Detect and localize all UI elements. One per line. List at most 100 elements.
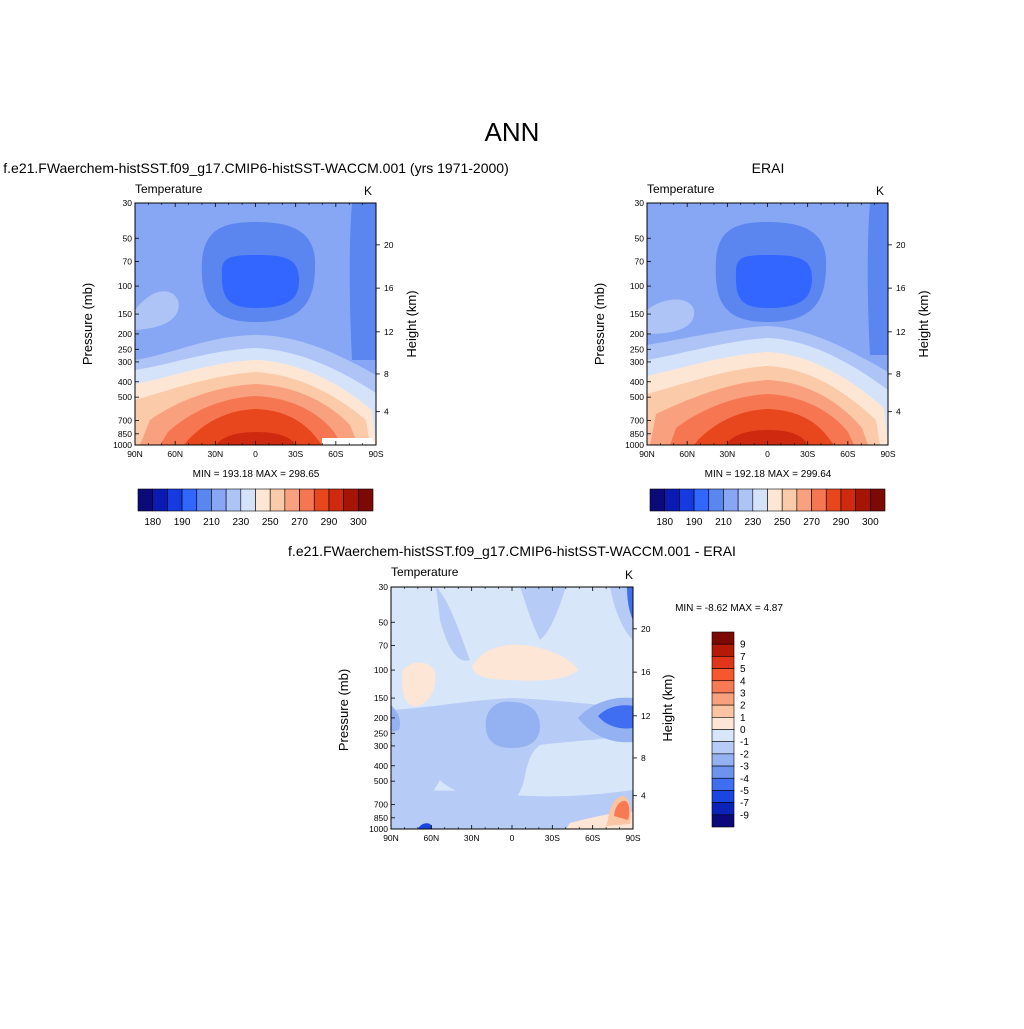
panel-model-y-right-label: Height (km) xyxy=(404,290,419,357)
colorbar-swatch xyxy=(711,814,735,828)
colorbar-label: -9 xyxy=(740,810,749,821)
p1-htick-label: 4 xyxy=(384,407,389,417)
colorbar-swatch xyxy=(299,488,315,512)
p2-ytick-label: 250 xyxy=(630,344,644,354)
colorbar-swatch xyxy=(693,488,710,512)
p3-ytick-label: 1000 xyxy=(369,824,388,834)
p2-htick-label: 12 xyxy=(896,327,906,337)
colorbar-label: 4 xyxy=(740,676,746,687)
colorbar-label: -7 xyxy=(740,798,749,809)
p1-ytick-label: 150 xyxy=(118,309,132,319)
colorbar-label: 190 xyxy=(686,517,703,528)
page-title: ANN xyxy=(485,117,540,147)
colorbar-swatch xyxy=(711,790,735,803)
panel-diff-contour-p1-center xyxy=(472,644,578,681)
p1-xtick-label: 0 xyxy=(253,449,258,459)
p1-ytick-label: 100 xyxy=(118,281,132,291)
p1-ytick-label: 400 xyxy=(118,377,132,387)
p3-ytick-label: 850 xyxy=(374,813,388,823)
p1-ytick-label: 850 xyxy=(118,429,132,439)
p1-xtick-label: 90S xyxy=(368,449,383,459)
colorbar-label: 7 xyxy=(740,652,746,663)
panel-model-contour-cold-inner xyxy=(221,255,300,308)
panel-diff-contour-p1-left xyxy=(402,662,436,707)
panel-model-colorbar: 180 190 210 230 250 270 290 300 xyxy=(137,488,374,528)
p1-xtick-label: 30S xyxy=(288,449,303,459)
panel-diff-variable-label: Temperature xyxy=(391,565,459,579)
colorbar-swatch xyxy=(811,488,827,512)
panel-diff-contour-m1-topcenter xyxy=(520,587,566,640)
p2-xtick-label: 60S xyxy=(840,449,855,459)
panel-diff-contour-m1-upperleft xyxy=(436,587,470,661)
p2-htick-label: 8 xyxy=(896,369,901,379)
colorbar-label: -5 xyxy=(740,786,749,797)
p1-ytick-label: 30 xyxy=(123,198,133,208)
panel-diff-contour-m3-right xyxy=(598,705,633,729)
p2-htick-label: 4 xyxy=(896,407,901,417)
p2-xtick-label: 0 xyxy=(765,449,770,459)
p2-ytick-label: 500 xyxy=(630,392,644,402)
p1-xtick-label: 60S xyxy=(328,449,343,459)
colorbar-swatch xyxy=(711,692,735,706)
panel-diff-contour-p3-antarctic xyxy=(614,800,630,820)
p2-htick-label: 16 xyxy=(896,283,906,293)
panel-diff-y-left-label: Pressure (mb) xyxy=(336,669,351,751)
colorbar-label: 0 xyxy=(740,725,746,736)
panel-obs-contour-cold-inner xyxy=(735,255,812,308)
colorbar-swatch xyxy=(240,488,256,512)
colorbar-label: -3 xyxy=(740,762,749,773)
p3-xtick-label: 60S xyxy=(585,833,600,843)
panel-obs-contour-polar-left xyxy=(647,299,695,334)
colorbar-label: 230 xyxy=(232,517,249,528)
p1-ytick-label: 1000 xyxy=(113,440,132,450)
p2-ytick-label: 300 xyxy=(630,357,644,367)
colorbar-swatch xyxy=(664,488,680,512)
colorbar-swatch xyxy=(855,488,871,512)
p2-xtick-label: 30N xyxy=(720,449,736,459)
p3-ytick-label: 400 xyxy=(374,761,388,771)
p3-htick-label: 16 xyxy=(641,667,651,677)
colorbar-label: 5 xyxy=(740,664,746,675)
colorbar-swatch xyxy=(711,704,735,718)
colorbar-swatch xyxy=(796,488,812,512)
colorbar-swatch xyxy=(825,488,842,512)
p2-xtick-label: 30S xyxy=(800,449,815,459)
colorbar-label: 3 xyxy=(740,688,746,699)
p1-ytick-label: 300 xyxy=(118,357,132,367)
panel-model-units-label: K xyxy=(364,184,372,198)
p3-ytick-label: 250 xyxy=(374,728,388,738)
p3-ytick-label: 50 xyxy=(379,617,389,627)
colorbar-label: 270 xyxy=(291,517,308,528)
panel-obs-stats: MIN = 192.18 MAX = 299.64 xyxy=(705,469,832,480)
colorbar-label: 9 xyxy=(740,640,746,651)
p1-ytick-label: 250 xyxy=(118,344,132,354)
colorbar-swatch xyxy=(711,729,735,742)
p3-xtick-label: 30S xyxy=(545,833,560,843)
p2-ytick-label: 30 xyxy=(635,198,645,208)
colorbar-label: 270 xyxy=(803,517,820,528)
p1-htick-label: 16 xyxy=(384,283,394,293)
colorbar-label: 210 xyxy=(203,517,220,528)
colorbar-swatch xyxy=(255,488,271,512)
panel-model-stats: MIN = 193.18 MAX = 298.65 xyxy=(193,469,320,480)
panel-diff-contour-m2-left xyxy=(391,705,401,732)
colorbar-label: 300 xyxy=(862,517,879,528)
panel-model: f.e21.FWaerchem-histSST.f09_g17.CMIP6-hi… xyxy=(3,160,508,528)
colorbar-swatch xyxy=(711,741,735,755)
panel-model-variable-label: Temperature xyxy=(135,182,203,196)
panel-model-y-left-label: Pressure (mb) xyxy=(80,283,95,365)
colorbar-swatch xyxy=(152,488,168,512)
colorbar-label: -1 xyxy=(740,737,749,748)
colorbar-swatch xyxy=(840,488,856,512)
p2-ytick-label: 700 xyxy=(630,415,644,425)
p2-xtick-label: 90S xyxy=(880,449,895,459)
panel-diff: f.e21.FWaerchem-histSST.f09_g17.CMIP6-hi… xyxy=(288,543,783,843)
p2-ytick-label: 200 xyxy=(630,329,644,339)
colorbar-swatch xyxy=(711,668,735,682)
p2-ytick-label: 400 xyxy=(630,377,644,387)
panel-model-contour-300 xyxy=(216,432,296,445)
colorbar-swatch xyxy=(708,488,724,512)
